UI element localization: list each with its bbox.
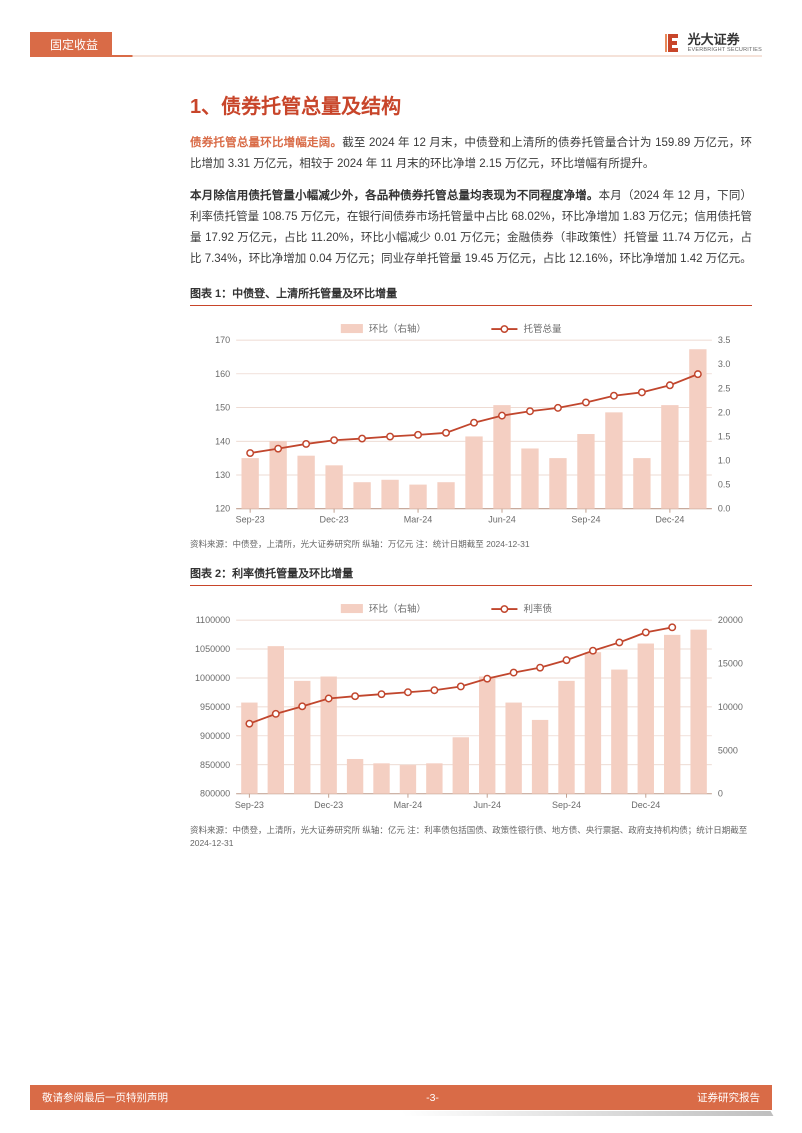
svg-text:160: 160 <box>215 368 230 378</box>
svg-text:20000: 20000 <box>718 615 743 625</box>
logo-icon <box>664 32 682 54</box>
paragraph-2: 本月除信用债托管量小幅减少外，各品种债券托管总量均表现为不同程度净增。本月（20… <box>190 186 752 271</box>
svg-text:0: 0 <box>718 789 723 799</box>
svg-text:利率债: 利率债 <box>523 603 552 615</box>
svg-text:850000: 850000 <box>200 760 230 770</box>
svg-text:0.5: 0.5 <box>718 479 731 489</box>
svg-text:1.0: 1.0 <box>718 455 731 465</box>
section-title: 1、债券托管总量及结构 <box>190 90 752 119</box>
chart2: 800000 850000 900000 950000 1000000 1050000 11… <box>190 594 752 820</box>
svg-text:800000: 800000 <box>200 789 230 799</box>
svg-text:140: 140 <box>215 436 230 446</box>
footer-page-number: -3- <box>426 1092 439 1104</box>
svg-text:2.0: 2.0 <box>718 407 731 417</box>
svg-text:15000: 15000 <box>718 659 743 669</box>
chart1-caption: 图表 1：中债登、上清所托管量及环比增量 <box>190 285 752 306</box>
svg-text:3.0: 3.0 <box>718 359 731 369</box>
para2-lead: 本月除信用债托管量小幅减少外，各品种债券托管总量均表现为不同程度净增。 <box>190 190 599 202</box>
svg-text:Mar-24: Mar-24 <box>404 514 433 524</box>
footer-left: 敬请参阅最后一页特别声明 <box>42 1090 168 1105</box>
svg-text:Dec-23: Dec-23 <box>314 800 343 810</box>
chart1-source: 资料来源：中债登，上清所，光大证券研究所 纵轴：万亿元 注：统计日期截至 202… <box>190 538 752 551</box>
svg-text:150: 150 <box>215 402 230 412</box>
svg-text:2.5: 2.5 <box>718 383 731 393</box>
svg-text:10000: 10000 <box>718 702 743 712</box>
footer-shadow <box>400 1111 774 1116</box>
main-content: 1、债券托管总量及结构 债券托管总量环比增幅走阔。截至 2024 年 12 月末… <box>190 90 752 849</box>
chart1: 120 130 140 150 160 170 0.0 0.5 1.0 1.5 2.0 2.5 3.0 3… <box>190 314 752 535</box>
header-category-badge: 固定收益 <box>40 32 112 57</box>
logo-text-cn: 光大证券 <box>688 33 762 47</box>
svg-text:Sep-24: Sep-24 <box>571 514 600 524</box>
svg-text:0.0: 0.0 <box>718 503 731 513</box>
svg-text:Jun-24: Jun-24 <box>488 514 516 524</box>
svg-text:3.5: 3.5 <box>718 335 731 345</box>
svg-text:Dec-24: Dec-24 <box>655 514 684 524</box>
svg-text:环比（右轴）: 环比（右轴） <box>369 323 426 335</box>
svg-text:Sep-24: Sep-24 <box>552 800 581 810</box>
page-footer: 敬请参阅最后一页特别声明 -3- 证券研究报告 <box>30 1085 772 1111</box>
svg-text:900000: 900000 <box>200 731 230 741</box>
svg-text:Sep-23: Sep-23 <box>235 800 264 810</box>
svg-text:1000000: 1000000 <box>195 673 230 683</box>
svg-text:1100000: 1100000 <box>196 615 230 625</box>
svg-text:Mar-24: Mar-24 <box>394 800 423 810</box>
svg-text:950000: 950000 <box>200 702 230 712</box>
chart2-source: 资料来源：中债登，上清所，光大证券研究所 纵轴：亿元 注：利率债包括国债、政策性… <box>190 824 752 850</box>
para1-lead: 债券托管总量环比增幅走阔。 <box>190 137 342 149</box>
svg-text:1050000: 1050000 <box>195 644 230 654</box>
svg-text:120: 120 <box>215 503 230 513</box>
svg-text:托管总量: 托管总量 <box>523 323 562 335</box>
svg-text:Jun-24: Jun-24 <box>473 800 501 810</box>
svg-text:5000: 5000 <box>718 745 738 755</box>
paragraph-1: 债券托管总量环比增幅走阔。截至 2024 年 12 月末，中债登和上清所的债券托… <box>190 133 752 176</box>
svg-text:130: 130 <box>215 470 230 480</box>
svg-text:环比（右轴）: 环比（右轴） <box>369 603 426 615</box>
chart2-caption: 图表 2：利率债托管量及环比增量 <box>190 565 752 586</box>
svg-text:Sep-23: Sep-23 <box>236 514 265 524</box>
header-divider <box>30 55 762 57</box>
svg-text:1.5: 1.5 <box>718 431 731 441</box>
logo-text-en: EVERBRIGHT SECURITIES <box>688 47 762 53</box>
svg-text:Dec-23: Dec-23 <box>320 514 349 524</box>
svg-text:170: 170 <box>215 335 230 345</box>
company-logo: 光大证券 EVERBRIGHT SECURITIES <box>664 32 762 54</box>
footer-right: 证券研究报告 <box>697 1090 760 1105</box>
svg-text:Dec-24: Dec-24 <box>631 800 660 810</box>
